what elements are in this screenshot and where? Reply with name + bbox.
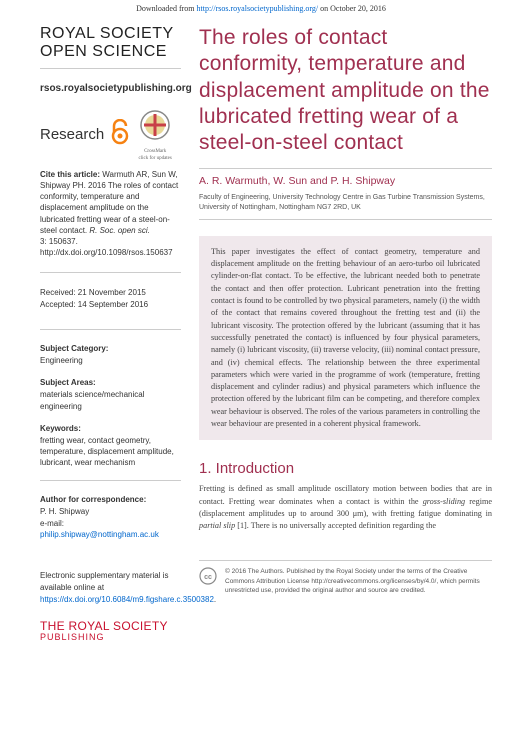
areas-body: materials science/mechanical engineering	[40, 389, 181, 411]
license-text: © 2016 The Authors. Published by the Roy…	[225, 567, 492, 594]
correspondence-head: Author for correspondence:	[40, 495, 181, 504]
open-access-icon	[110, 119, 130, 150]
sidebar: ROYAL SOCIETY OPEN SCIENCE rsos.royalsoc…	[0, 17, 195, 651]
supp-url[interactable]: https://dx.doi.org/10.6084/m9.figshare.c…	[40, 595, 214, 604]
publisher-line2: PUBLISHING	[40, 633, 181, 643]
crossmark-badge[interactable]: CrossMark click for updates	[138, 108, 172, 161]
dates-block: Received: 21 November 2015 Accepted: 14 …	[40, 287, 181, 311]
download-bar: Downloaded from http://rsos.royalsociety…	[0, 0, 522, 17]
intro-p1d: partial slip	[199, 521, 235, 530]
intro-p1b: gross-sliding	[423, 497, 465, 506]
category-body: Engineering	[40, 355, 181, 366]
category-head: Subject Category:	[40, 344, 181, 353]
article-title: The roles of contact conformity, tempera…	[199, 25, 492, 156]
svg-text:cc: cc	[204, 574, 212, 581]
publisher-logo: THE ROYAL SOCIETY PUBLISHING	[40, 620, 181, 643]
cite-doi: http://dx.doi.org/10.1098/rsos.150637	[40, 248, 173, 257]
journal-line1: ROYAL SOCIETY	[40, 25, 174, 42]
correspondence-name: P. H. Shipway	[40, 507, 89, 516]
article-affiliation: Faculty of Engineering, University Techn…	[199, 193, 492, 220]
supplementary-block: Electronic supplementary material is ava…	[40, 570, 181, 606]
research-row: Research CrossMark click for updates	[40, 108, 181, 161]
divider	[40, 480, 181, 481]
abstract-box: This paper investigates the effect of co…	[199, 236, 492, 440]
cite-journal: R. Soc. open sci.	[87, 226, 150, 235]
correspondence-body: P. H. Shipway e-mail: philip.shipway@not…	[40, 506, 181, 540]
areas-head: Subject Areas:	[40, 378, 181, 387]
date-received: Received: 21 November 2015	[40, 287, 181, 299]
journal-url: rsos.royalsocietypublishing.org	[40, 83, 181, 94]
crossmark-icon	[138, 108, 172, 142]
divider	[40, 68, 181, 69]
keywords-head: Keywords:	[40, 424, 181, 433]
download-url[interactable]: http://rsos.royalsocietypublishing.org/	[197, 4, 319, 13]
journal-line2: OPEN SCIENCE	[40, 43, 167, 60]
citation-box: Cite this article: Warmuth AR, Sun W, Sh…	[40, 169, 181, 259]
intro-p1e: [1]. There is no universally accepted de…	[235, 521, 436, 530]
page-container: ROYAL SOCIETY OPEN SCIENCE rsos.royalsoc…	[0, 17, 522, 651]
crossmark-sublabel: click for updates	[138, 156, 172, 161]
date-accepted: Accepted: 14 September 2016	[40, 299, 181, 311]
introduction-heading: 1. Introduction	[199, 460, 492, 477]
divider	[40, 272, 181, 273]
supp-text1: Electronic supplementary material is ava…	[40, 571, 169, 592]
divider	[40, 329, 181, 330]
correspondence-email[interactable]: philip.shipway@nottingham.ac.uk	[40, 530, 159, 539]
download-prefix: Downloaded from	[136, 4, 196, 13]
research-label: Research	[40, 126, 104, 143]
license-box: cc © 2016 The Authors. Published by the …	[199, 560, 492, 594]
journal-logo: ROYAL SOCIETY OPEN SCIENCE	[40, 25, 181, 62]
email-label: e-mail:	[40, 519, 64, 528]
download-suffix: on October 20, 2016	[318, 4, 386, 13]
keywords-body: fretting wear, contact geometry, tempera…	[40, 435, 181, 469]
main-column: The roles of contact conformity, tempera…	[195, 17, 522, 651]
article-authors: A. R. Warmuth, W. Sun and P. H. Shipway	[199, 168, 492, 187]
cite-volume: 3: 150637.	[40, 237, 78, 246]
crossmark-caption: CrossMark	[138, 149, 172, 154]
cc-icon: cc	[199, 567, 219, 590]
introduction-body: Fretting is defined as small amplitude o…	[199, 483, 492, 532]
cite-label: Cite this article:	[40, 170, 102, 179]
